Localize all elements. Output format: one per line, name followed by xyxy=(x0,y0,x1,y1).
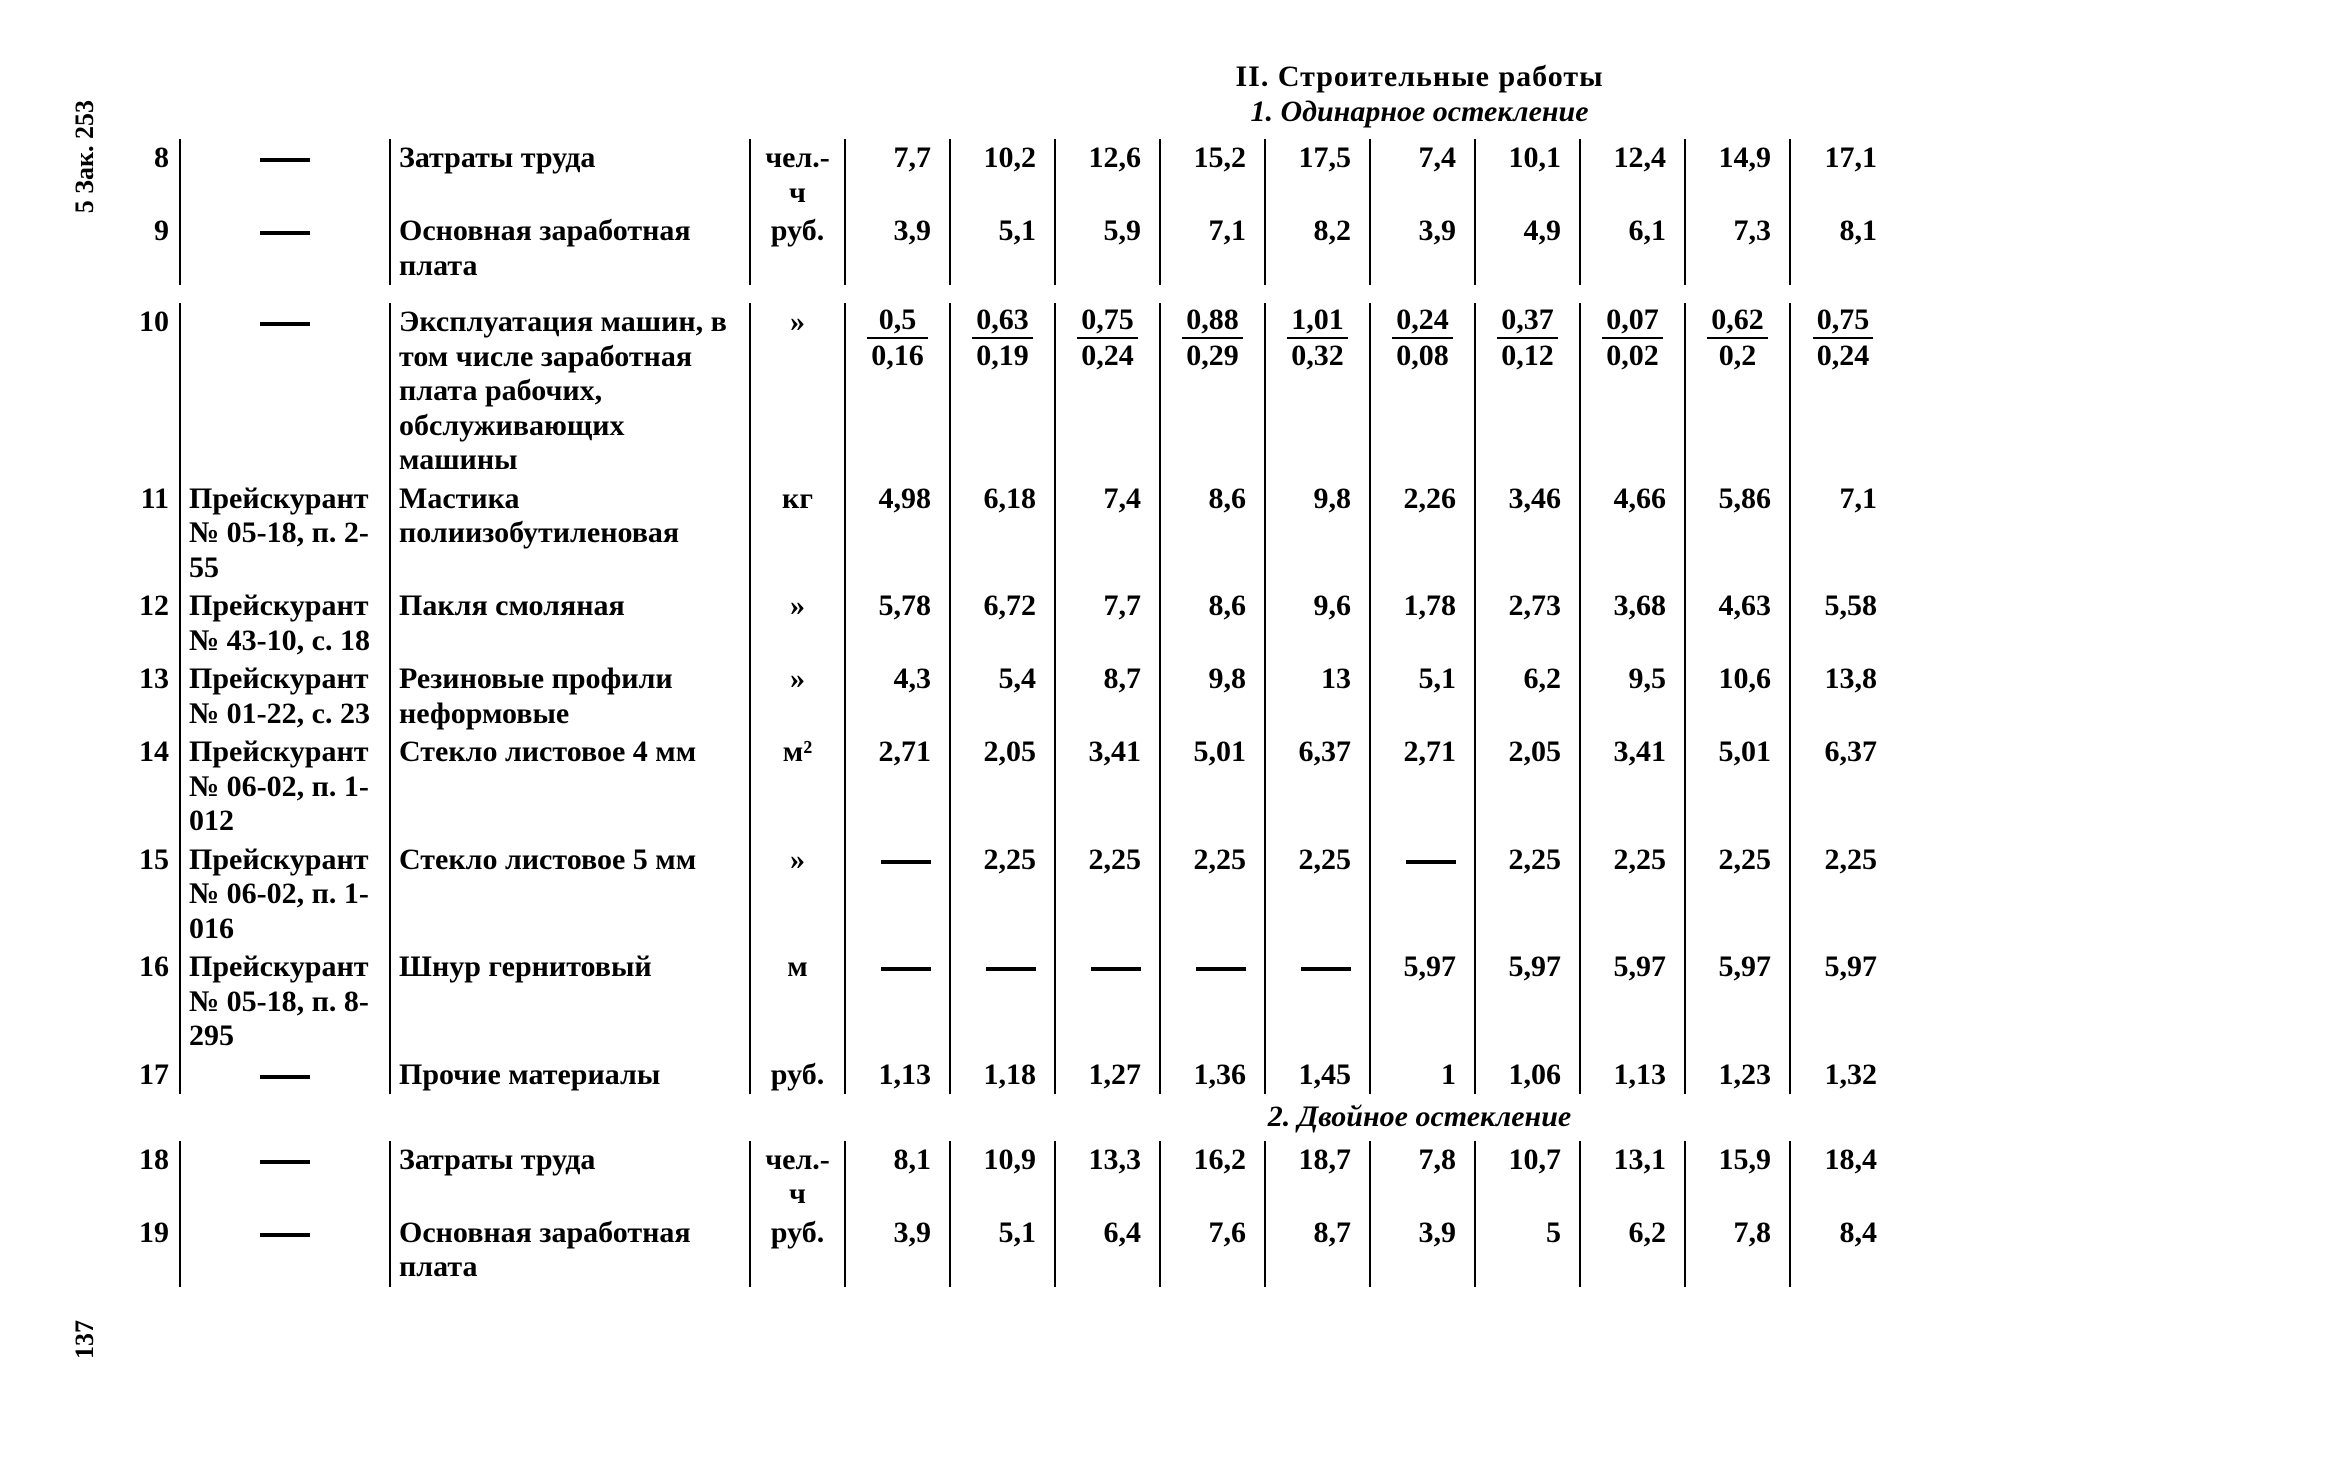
table-row: 12Прейскурант № 43-10, с. 18Пакля смолян… xyxy=(120,587,1895,660)
subsection-1: 1. Одинарное остекление xyxy=(580,95,2259,130)
section-heading: II. Строительные работы xyxy=(580,60,2259,95)
table-row: 15Прейскурант № 06-02, п. 1-016Стекло ли… xyxy=(120,841,1895,949)
table-row: 8Затраты трудачел.-ч7,710,212,615,217,57… xyxy=(120,139,1895,212)
table-row: 16Прейскурант № 05-18, п. 8-295Шнур герн… xyxy=(120,948,1895,1056)
margin-top-code: 5 Зак. 253 xyxy=(70,100,100,213)
table-row: 17Прочие материалыруб.1,131,181,271,361,… xyxy=(120,1056,1895,1095)
subsection-2: 2. Двойное остекление xyxy=(580,1100,2259,1135)
table-row: 11Прейскурант № 05-18, п. 2-55Мастика по… xyxy=(120,480,1895,588)
margin-page-number: 137 xyxy=(70,1320,100,1359)
norms-table: 8Затраты трудачел.-ч7,710,212,615,217,57… xyxy=(120,139,1895,1094)
table-row: 18Затраты трудачел.-ч8,110,913,316,218,7… xyxy=(120,1141,1895,1214)
table-row: 14Прейскурант № 06-02, п. 1-012Стекло ли… xyxy=(120,733,1895,841)
table-row: 19Основная заработная платаруб.3,95,16,4… xyxy=(120,1214,1895,1287)
table-row: 9Основная заработная платаруб.3,95,15,97… xyxy=(120,212,1895,285)
table-row: 10Эксплуатация машин, в том числе зарабо… xyxy=(120,303,1895,480)
table-row: 13Прейскурант № 01-22, с. 23Резиновые пр… xyxy=(120,660,1895,733)
norms-table-2: 18Затраты трудачел.-ч8,110,913,316,218,7… xyxy=(120,1141,1895,1287)
